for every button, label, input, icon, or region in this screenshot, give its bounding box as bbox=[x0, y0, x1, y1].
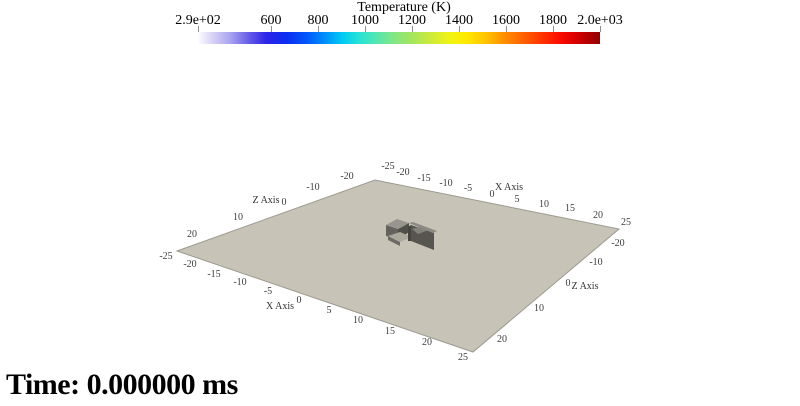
colorbar-tick bbox=[198, 26, 199, 32]
z-axis-tick-label: 10 bbox=[233, 212, 243, 223]
x-axis-tick-label: 10 bbox=[353, 315, 363, 326]
z-axis-tick-label: -20 bbox=[611, 238, 624, 249]
colorbar-tick-label: 1400 bbox=[445, 13, 473, 28]
colorbar-tick-label: 1200 bbox=[398, 13, 426, 28]
colorbar-tick bbox=[553, 26, 554, 32]
colorbar-tick bbox=[271, 26, 272, 32]
x-axis-tick-label: 0 bbox=[297, 295, 302, 306]
object-face bbox=[409, 222, 437, 233]
x-axis-tick-label: 20 bbox=[422, 337, 432, 348]
x-axis-tick-label: 5 bbox=[515, 194, 520, 205]
colorbar-tick bbox=[600, 26, 601, 32]
object-face bbox=[388, 236, 400, 246]
z-axis-tick-label: 20 bbox=[497, 334, 507, 345]
ground-plane[interactable] bbox=[175, 179, 621, 353]
x-axis-tick-label: 20 bbox=[593, 210, 603, 221]
object-face bbox=[386, 219, 409, 229]
x-axis-tick-label: -5 bbox=[464, 183, 472, 194]
colorbar-tick-label: 600 bbox=[260, 13, 282, 28]
colorbar[interactable]: Temperature (K) 2.9e+02 600 800 1000 120… bbox=[0, 0, 800, 50]
colorbar-tick-label: 800 bbox=[307, 13, 329, 28]
object-face bbox=[388, 232, 412, 242]
x-axis-tick-label: 5 bbox=[327, 305, 332, 316]
colorbar-tick-label: 1600 bbox=[492, 13, 520, 28]
x-axis-tick-label: -20 bbox=[396, 167, 409, 178]
colorbar-tick bbox=[506, 26, 507, 32]
x-axis-tick-label: 15 bbox=[385, 326, 395, 337]
geometry-object[interactable] bbox=[386, 219, 437, 250]
colorbar-tick bbox=[318, 26, 319, 32]
colorbar-tick bbox=[459, 26, 460, 32]
colorbar-gradient bbox=[198, 32, 600, 44]
z-axis-tick-label: -20 bbox=[340, 171, 353, 182]
x-axis-tick-label: 10 bbox=[539, 199, 549, 210]
colorbar-tick bbox=[412, 26, 413, 32]
z-axis-tick-label: 0 bbox=[566, 278, 571, 289]
colorbar-tick bbox=[365, 26, 366, 32]
x-axis-tick-label: -10 bbox=[233, 277, 246, 288]
z-axis-title: Z Axis bbox=[572, 281, 599, 292]
colorbar-tick-label: 1000 bbox=[351, 13, 379, 28]
x-axis-tick-label: -15 bbox=[207, 269, 220, 280]
time-annotation: Time: 0.000000 ms bbox=[6, 368, 238, 401]
x-axis-tick-label: -5 bbox=[264, 286, 272, 297]
colorbar-tick-label: 2.0e+03 bbox=[577, 13, 623, 28]
x-axis-tick-label: 0 bbox=[490, 189, 495, 200]
colorbar-tick-label: 2.9e+02 bbox=[175, 13, 221, 28]
x-axis-tick-label: 25 bbox=[621, 217, 631, 228]
x-axis-title: X Axis bbox=[495, 182, 523, 193]
colorbar-title: Temperature (K) bbox=[357, 0, 451, 15]
z-axis-tick-label: 10 bbox=[534, 303, 544, 314]
x-axis-tick-label: -15 bbox=[417, 173, 430, 184]
colorbar-tick-label: 1800 bbox=[539, 13, 567, 28]
x-axis-tick-label: 15 bbox=[565, 203, 575, 214]
x-axis-title: X Axis bbox=[266, 301, 294, 312]
z-axis-tick-label: 0 bbox=[282, 197, 287, 208]
x-axis-tick-label: -25 bbox=[159, 251, 172, 262]
z-axis-tick-label: -10 bbox=[306, 182, 319, 193]
object-face bbox=[408, 225, 411, 241]
x-axis-tick-label: -10 bbox=[439, 178, 452, 189]
x-axis-tick-label: -25 bbox=[381, 161, 394, 172]
x-axis-tick-label: 25 bbox=[458, 352, 468, 363]
x-axis-tick-label: -20 bbox=[183, 259, 196, 270]
z-axis-title: Z Axis bbox=[253, 195, 280, 206]
z-axis-tick-label: -10 bbox=[589, 257, 602, 268]
z-axis-tick-label: 20 bbox=[187, 229, 197, 240]
